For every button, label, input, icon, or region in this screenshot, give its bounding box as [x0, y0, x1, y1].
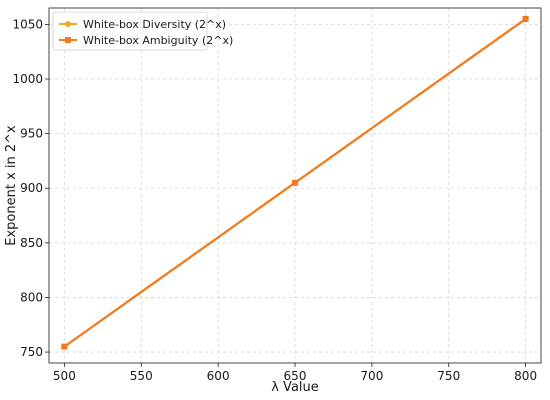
legend-marker-circle	[65, 21, 71, 27]
y-tick-label: 900	[20, 181, 43, 195]
legend-item: White-box Diversity (2^x)	[59, 18, 226, 31]
axes	[45, 7, 542, 367]
legend-marker-square	[65, 37, 71, 43]
x-tick-label: 700	[360, 369, 383, 383]
grid	[49, 8, 541, 363]
legend-box	[52, 11, 208, 51]
legend-item: White-box Ambiguity (2^x)	[59, 34, 233, 47]
series-2	[61, 15, 529, 350]
legend: White-box Diversity (2^x) White-box Ambig…	[52, 11, 233, 51]
x-tick-label: 600	[207, 369, 230, 383]
y-tick-label: 950	[20, 127, 43, 141]
data-point-square	[522, 15, 529, 22]
y-tick-label: 1050	[12, 17, 43, 31]
tick-labels: 500 550 600 650 700 750 800 750 800 850 900 950 1000…	[12, 17, 537, 383]
x-tick-label: 650	[284, 369, 307, 383]
x-axis-title: λ Value	[271, 380, 319, 395]
series	[61, 15, 529, 350]
y-tick-label: 1000	[12, 72, 43, 86]
legend-label: White-box Ambiguity (2^x)	[83, 34, 233, 47]
data-point-square	[61, 343, 68, 350]
x-tick-label: 800	[514, 369, 537, 383]
y-axis-title: Exponent x in 2^x	[4, 125, 19, 246]
y-tick-label: 850	[20, 236, 43, 250]
x-tick-label: 550	[130, 369, 153, 383]
y-tick-label: 750	[20, 345, 43, 359]
legend-label: White-box Diversity (2^x)	[83, 18, 226, 31]
data-point-square	[292, 179, 298, 186]
x-tick-label: 750	[437, 369, 460, 383]
x-tick-label: 500	[53, 369, 76, 383]
y-tick-label: 800	[20, 290, 43, 304]
